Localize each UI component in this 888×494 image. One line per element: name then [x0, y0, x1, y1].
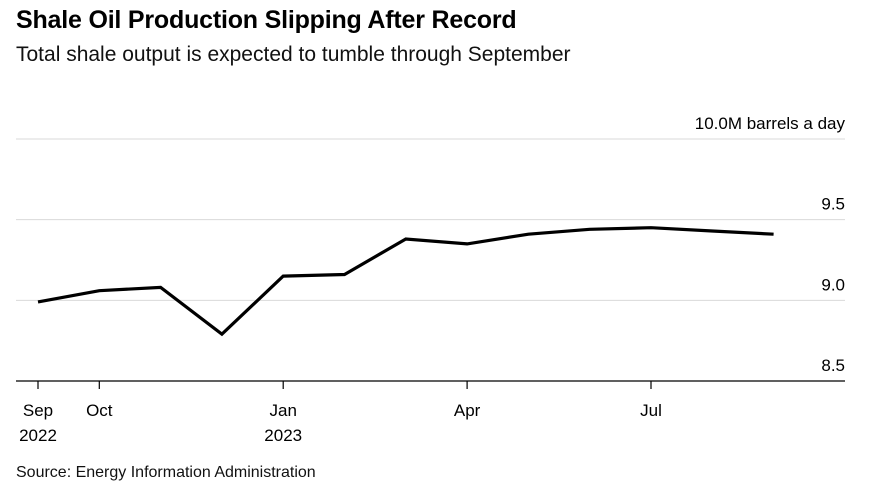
x-tick-label: Apr: [454, 401, 481, 420]
x-tick-year-label: 2023: [264, 426, 302, 445]
series-line: [37, 226, 774, 337]
x-tick-label: Jul: [640, 401, 662, 420]
y-tick-label: 9.5: [821, 195, 845, 214]
y-axis-labels: 10.0M barrels a day 9.5 9.0 8.5: [695, 114, 846, 375]
x-tick-year-label: 2022: [19, 426, 57, 445]
y-tick-label: 10.0M barrels a day: [695, 114, 846, 133]
x-tick-label: Jan: [269, 401, 296, 420]
x-axis: [16, 380, 845, 389]
x-axis-labels: Sep 2022 Oct Jan 2023 Apr Jul: [19, 401, 662, 445]
chart-title: Shale Oil Production Slipping After Reco…: [16, 6, 517, 34]
y-tick-label: 9.0: [821, 275, 845, 294]
source-note: Source: Energy Information Administratio…: [16, 464, 316, 481]
series-layer: [37, 226, 774, 337]
y-tick-label: 8.5: [821, 356, 845, 375]
x-tick-label: Oct: [86, 401, 113, 420]
chart-subtitle: Total shale output is expected to tumble…: [16, 43, 571, 66]
x-tick-label: Sep: [23, 401, 53, 420]
gridlines: [16, 138, 845, 301]
